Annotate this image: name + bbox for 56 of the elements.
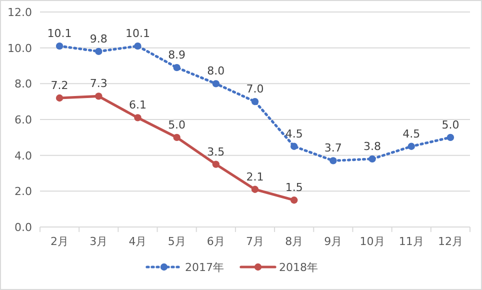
point	[212, 80, 220, 88]
data-label: 10.1	[125, 27, 150, 40]
point	[251, 186, 259, 193]
point	[95, 92, 102, 100]
y-tick-label: 6.0	[14, 114, 32, 126]
data-label: 7.0	[246, 82, 264, 96]
x-tick-label: 10月	[360, 235, 385, 248]
data-label: 5.0	[168, 118, 186, 132]
point	[330, 157, 337, 164]
data-label: 6.1	[128, 98, 146, 112]
point	[446, 134, 454, 142]
x-tick-label: 3月	[90, 235, 108, 248]
y-tick-label: 4.0	[14, 149, 32, 162]
data-label: 8.0	[207, 64, 225, 78]
x-tick-label: 12月	[438, 235, 463, 248]
point	[95, 48, 102, 56]
data-label: 4.5	[402, 127, 420, 140]
point	[290, 142, 298, 150]
data-label: 3.5	[207, 145, 225, 158]
data-label: 5.0	[442, 118, 460, 132]
point	[251, 98, 259, 106]
y-tick-label: 0.0	[14, 221, 32, 234]
point	[173, 64, 180, 72]
point	[134, 114, 142, 122]
y-tick-label: 12.0	[8, 6, 32, 19]
point	[368, 155, 376, 163]
x-tick-label: 7月	[246, 235, 264, 248]
point	[173, 134, 180, 142]
y-tick-label: 10.0	[8, 42, 32, 55]
legend-label: 2017年	[185, 261, 224, 274]
y-tick-label: 2.0	[14, 185, 32, 198]
x-tick-label: 6月	[206, 235, 225, 248]
point	[134, 42, 142, 50]
data-label: 2.1	[246, 170, 264, 184]
data-label: 3.7	[324, 142, 342, 155]
point	[56, 42, 64, 50]
x-tick-label: 2月	[50, 235, 69, 248]
data-label: 7.2	[50, 79, 68, 92]
legend-label: 2018年	[279, 261, 318, 274]
x-tick-label: 9月	[324, 235, 342, 248]
data-label: 10.1	[47, 27, 72, 40]
x-tick-label: 4月	[128, 235, 147, 248]
data-label: 9.8	[90, 32, 108, 46]
y-tick-label: 8.0	[14, 78, 32, 91]
x-tick-label: 11月	[398, 235, 424, 248]
data-label: 7.3	[90, 77, 108, 90]
data-label: 8.9	[168, 48, 186, 62]
x-tick-label: 5月	[168, 235, 186, 248]
point	[290, 196, 298, 204]
point	[408, 142, 415, 150]
data-label: 4.5	[285, 127, 303, 140]
data-label: 3.8	[364, 140, 382, 153]
x-tick-label: 8月	[285, 235, 304, 248]
point	[56, 94, 64, 102]
point	[212, 160, 220, 168]
data-label: 1.5	[285, 181, 303, 194]
